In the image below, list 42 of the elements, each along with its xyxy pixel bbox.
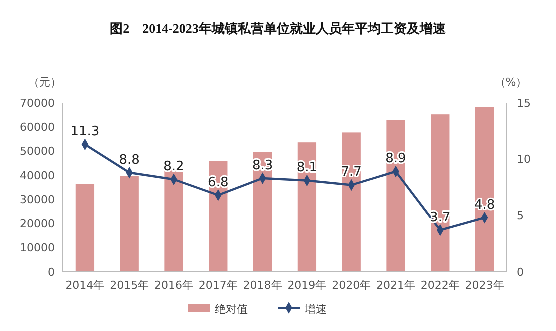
y-axis-title: （元） — [28, 76, 62, 89]
y2-tick-label: 10 — [517, 153, 531, 166]
y2-tick-label: 15 — [517, 96, 531, 110]
y2-axis-title: （%） — [494, 76, 528, 89]
data-label: 8.9 — [386, 152, 406, 167]
data-label: 7.7 — [341, 165, 362, 180]
x-tick-label: 2014年 — [66, 279, 105, 292]
data-label: 8.1 — [296, 160, 318, 176]
data-label: 8.8 — [119, 152, 140, 168]
y-tick-label: 40000 — [20, 169, 55, 182]
x-tick-label: 2021年 — [376, 279, 416, 292]
y-tick-label: 0 — [48, 266, 55, 279]
y-tick-label: 70000 — [20, 96, 55, 110]
bar — [386, 120, 406, 272]
x-tick-label: 2015年 — [110, 279, 150, 292]
bar — [431, 114, 450, 272]
x-tick-label: 2018年 — [243, 279, 282, 292]
x-tick-label: 2023年 — [465, 279, 504, 292]
y-tick-label: 50000 — [20, 145, 55, 158]
x-tick-label: 2022年 — [420, 279, 460, 292]
bar — [76, 184, 95, 272]
bar — [253, 152, 272, 272]
data-label: 8.2 — [164, 160, 184, 175]
x-tick-label: 2020年 — [332, 279, 372, 292]
y-tick-label: 10000 — [20, 242, 55, 255]
y-tick-label: 60000 — [20, 120, 55, 134]
y2-tick-label: 0 — [517, 266, 524, 279]
y-tick-label: 30000 — [20, 193, 55, 206]
bar — [342, 132, 361, 272]
y2-tick-label: 5 — [517, 210, 524, 223]
bar — [120, 176, 139, 272]
bar — [475, 107, 494, 272]
legend-label: 增速 — [304, 303, 327, 316]
legend-label: 绝对值 — [215, 303, 248, 316]
data-label: 3.7 — [430, 210, 451, 226]
x-tick-label: 2019年 — [288, 279, 327, 292]
x-tick-label: 2016年 — [154, 279, 194, 292]
x-tick-label: 2017年 — [198, 279, 238, 292]
y-tick-label: 20000 — [20, 218, 55, 231]
data-label: 11.3 — [70, 124, 100, 140]
bar — [298, 142, 317, 272]
chart-title: 图2 2014-2023年城镇私营单位就业人员年平均工资及增速 — [110, 21, 447, 36]
